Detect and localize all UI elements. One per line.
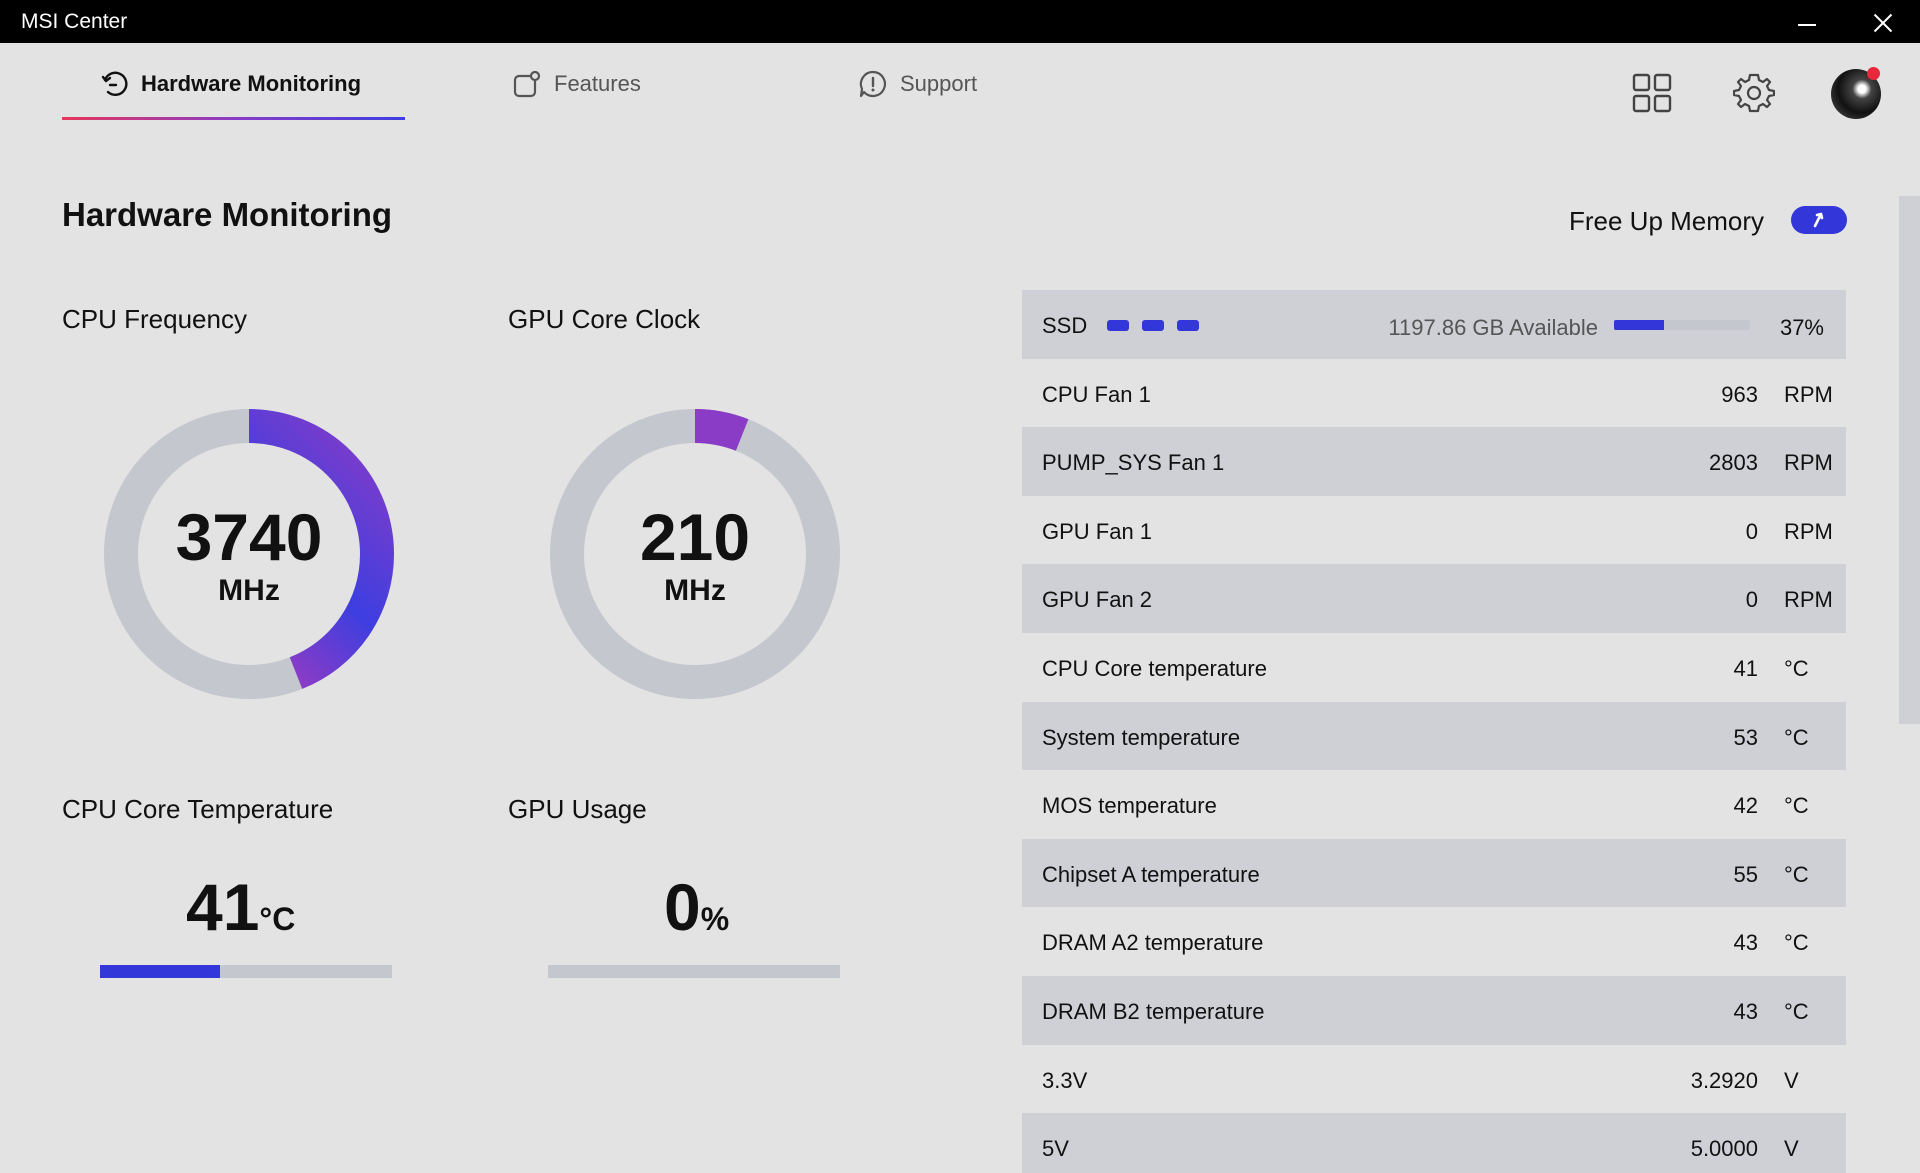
table-row: 3.3V 3.2920 V (1022, 1045, 1846, 1114)
sensor-name: CPU Core temperature (1042, 655, 1267, 681)
gpu-core-clock-gauge: 210 MHz (549, 408, 841, 700)
table-row: PUMP_SYS Fan 1 2803 RPM (1022, 427, 1846, 496)
sensor-value: 55 (1733, 861, 1758, 887)
close-button[interactable] (1852, 0, 1912, 43)
sensor-unit: V (1784, 1067, 1799, 1093)
ssd-label: SSD (1042, 313, 1088, 338)
cpu-frequency-unit: MHz (218, 574, 280, 607)
ssd-row: SSD 1197.86 GB Available 37% (1022, 290, 1846, 359)
table-row: DRAM A2 temperature 43 °C (1022, 907, 1846, 976)
sensor-name: CPU Fan 1 (1042, 381, 1151, 407)
sensor-name: GPU Fan 1 (1042, 518, 1153, 544)
gpu-core-clock-unit: MHz (664, 574, 726, 607)
gpu-usage-value: 0 (664, 870, 701, 944)
gpu-core-clock-arc (550, 409, 840, 699)
ssd-available: 1197.86 GB Available (1388, 315, 1598, 340)
table-row: CPU Core temperature 41 °C (1022, 633, 1846, 702)
sensor-value: 42 (1733, 793, 1758, 819)
table-row: CPU Fan 1 963 RPM (1022, 359, 1846, 428)
sensor-unit: RPM (1784, 587, 1833, 613)
table-row: GPU Fan 1 0 RPM (1022, 496, 1846, 565)
table-row: Chipset A temperature 55 °C (1022, 838, 1846, 908)
sensor-unit: °C (1784, 724, 1809, 750)
free-up-memory-button[interactable] (1791, 206, 1847, 234)
tab-label: Features (554, 71, 641, 96)
ssd-indicator (1107, 320, 1199, 331)
tab-features[interactable]: Features (512, 64, 641, 104)
rocket-icon (1813, 212, 1824, 228)
sensor-name: DRAM A2 temperature (1042, 930, 1264, 956)
sensor-value: 5.0000 (1690, 1136, 1758, 1162)
sensor-unit: RPM (1784, 450, 1833, 476)
table-row: MOS temperature 42 °C (1022, 770, 1846, 839)
page-title: Hardware Monitoring (62, 196, 393, 233)
sensor-unit: °C (1784, 793, 1809, 819)
cpu-core-temperature-value: 41 (186, 870, 260, 944)
gpu-usage-bar (548, 965, 840, 978)
sensor-unit: °C (1784, 861, 1809, 887)
sensor-value: 53 (1733, 724, 1758, 750)
sensor-name: GPU Fan 2 (1042, 587, 1153, 613)
table-row: System temperature 53 °C (1022, 701, 1846, 771)
cpu-frequency-label: CPU Frequency (62, 304, 247, 334)
sensor-name: System temperature (1042, 724, 1241, 750)
window-title: MSI Center (21, 10, 128, 33)
notification-dot (1867, 67, 1880, 80)
ssd-usage-bar (1614, 320, 1750, 330)
cpu-core-temperature-bar-fill (100, 965, 220, 978)
tab-label: Support (900, 71, 978, 96)
sensor-unit: RPM (1784, 381, 1833, 407)
monitor-gauge-icon (101, 71, 128, 96)
free-up-memory-label: Free Up Memory (1569, 206, 1765, 236)
cpu-core-temperature-label: CPU Core Temperature (62, 794, 334, 824)
tab-label: Hardware Monitoring (141, 71, 362, 96)
cpu-frequency-gauge: 3740 MHz (103, 408, 395, 700)
sensor-name: PUMP_SYS Fan 1 (1042, 450, 1225, 476)
sensor-value: 963 (1721, 381, 1758, 407)
sensor-name: MOS temperature (1042, 793, 1217, 819)
gpu-usage-readout: 0% (664, 874, 729, 952)
gpu-core-clock-label: GPU Core Clock (508, 304, 701, 334)
title-bar: MSI Center (0, 0, 1920, 43)
sensor-value: 0 (1745, 518, 1758, 544)
tab-hardware-monitoring[interactable]: Hardware Monitoring (99, 64, 361, 104)
gear-icon[interactable] (1733, 72, 1775, 114)
active-tab-indicator (62, 117, 405, 120)
grid-icon[interactable] (1632, 73, 1672, 113)
support-icon (859, 70, 887, 98)
sensor-unit: V (1784, 1136, 1799, 1162)
sensor-value: 43 (1733, 998, 1758, 1024)
sensor-unit: °C (1784, 655, 1809, 681)
ssd-percent: 37% (1779, 315, 1824, 340)
sensor-value: 3.2920 (1690, 1067, 1758, 1093)
table-row: 5V 5.0000 V (1022, 1113, 1846, 1173)
sensor-value: 41 (1733, 655, 1758, 681)
cpu-core-temperature-readout: 41°C (186, 874, 295, 952)
sensor-name: 3.3V (1042, 1067, 1088, 1093)
sensor-unit: °C (1784, 930, 1809, 956)
minimize-button[interactable] (1776, 0, 1836, 43)
cpu-frequency-arc (104, 409, 394, 699)
table-row: GPU Fan 2 0 RPM (1022, 564, 1846, 633)
gpu-usage-label: GPU Usage (508, 794, 647, 824)
sensor-table: SSD 1197.86 GB Available 37% CPU Fan 1 96… (1022, 290, 1846, 1173)
cpu-frequency-value: 3740 (175, 500, 323, 574)
tab-support[interactable]: Support (858, 64, 977, 104)
features-icon (513, 70, 541, 98)
sensor-value: 43 (1733, 930, 1758, 956)
sensor-value: 0 (1745, 587, 1758, 613)
sensor-value: 2803 (1709, 450, 1758, 476)
cpu-core-temperature-bar (100, 965, 392, 978)
table-row: DRAM B2 temperature 43 °C (1022, 975, 1846, 1045)
sensor-name: Chipset A temperature (1042, 861, 1260, 887)
gpu-usage-unit: % (700, 901, 730, 937)
scrollbar[interactable] (1899, 196, 1920, 724)
sensor-unit: °C (1784, 998, 1809, 1024)
sensor-name: 5V (1042, 1136, 1069, 1162)
ssd-usage-bar-fill (1614, 320, 1665, 330)
sensor-name: DRAM B2 temperature (1042, 998, 1265, 1024)
gpu-core-clock-value: 210 (639, 500, 751, 574)
cpu-core-temperature-unit: °C (259, 901, 296, 937)
sensor-unit: RPM (1784, 518, 1833, 544)
